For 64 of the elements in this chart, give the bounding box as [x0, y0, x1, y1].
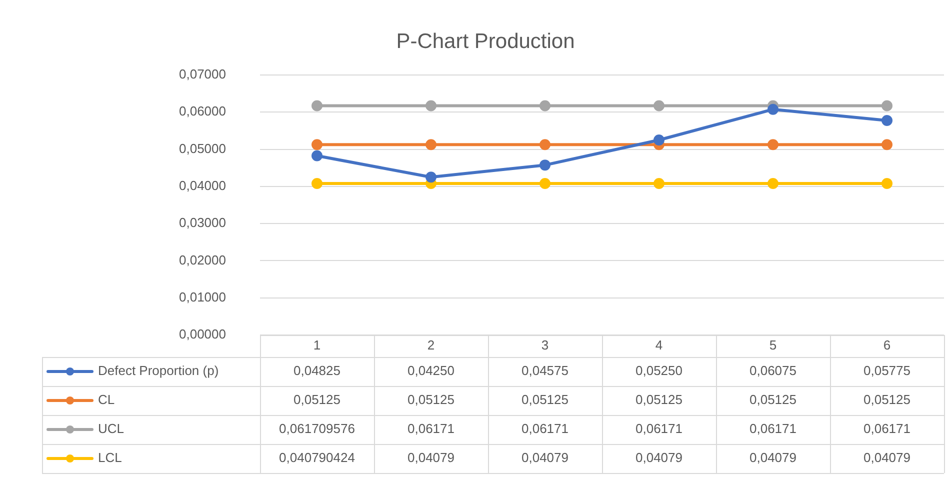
x-tick-label: 1 — [313, 338, 321, 353]
point — [768, 139, 778, 150]
data-label: 0,04575 — [522, 363, 568, 378]
data-label: 0,06075 — [750, 363, 796, 378]
point — [882, 115, 892, 126]
point — [312, 178, 322, 189]
point — [540, 100, 550, 112]
data-label: 0,05125 — [408, 392, 454, 408]
data-label: 0,05125 — [750, 392, 796, 408]
y-tick-label: 0,06000 — [179, 104, 226, 119]
y-tick-label: 0,00000 — [179, 326, 226, 342]
x-tick-label: 5 — [769, 338, 777, 353]
point — [312, 150, 322, 162]
data-label: 0,04079 — [522, 450, 568, 466]
point — [882, 178, 892, 189]
x-tick-label: 6 — [883, 338, 891, 353]
legend-label: LCL — [98, 450, 122, 466]
y-tick-label: 0,05000 — [179, 140, 226, 156]
data-label: 0,04250 — [408, 363, 454, 378]
data-label: 0,05125 — [294, 392, 340, 408]
point — [426, 172, 436, 183]
x-tick-label: 2 — [427, 338, 435, 353]
legend-label: UCL — [98, 421, 124, 436]
data-label: 0,06171 — [522, 421, 568, 436]
legend-label: CL — [98, 392, 115, 408]
point — [426, 139, 436, 150]
point — [768, 104, 778, 115]
legend-label: Defect Proportion (p) — [98, 363, 219, 378]
data-label: 0,061709576 — [279, 421, 355, 436]
data-label: 0,05125 — [636, 392, 682, 408]
data-label: 0,05250 — [636, 363, 682, 378]
y-tick-label: 0,07000 — [179, 66, 226, 82]
point — [312, 139, 322, 150]
data-label: 0,04825 — [294, 363, 340, 378]
data-label: 0,06171 — [636, 421, 682, 436]
point — [654, 178, 664, 189]
data-label: 0,04079 — [408, 450, 454, 466]
y-tick-label: 0,04000 — [179, 178, 226, 194]
data-label: 0,05125 — [864, 392, 910, 408]
point — [882, 100, 892, 112]
data-label: 0,05775 — [864, 363, 910, 378]
y-tick-label: 0,02000 — [179, 252, 226, 268]
data-label: 0,04079 — [636, 450, 682, 466]
data-label: 0,04079 — [750, 450, 796, 466]
point — [768, 178, 778, 189]
point — [426, 100, 436, 112]
data-label: 0,06171 — [408, 421, 454, 436]
point — [312, 100, 322, 112]
data-label: 0,05125 — [522, 392, 568, 408]
point — [882, 139, 892, 150]
x-tick-label: 3 — [541, 338, 549, 353]
point — [654, 100, 664, 112]
y-tick-label: 0,01000 — [179, 289, 226, 304]
data-label: 0,06171 — [864, 421, 910, 436]
point — [540, 139, 550, 150]
point — [654, 134, 664, 146]
x-tick-label: 4 — [655, 338, 663, 353]
point — [540, 178, 550, 189]
chart-title: P-Chart Production — [396, 30, 575, 53]
data-label: 0,04079 — [864, 450, 910, 466]
data-label: 0,06171 — [750, 421, 796, 436]
data-label: 0,040790424 — [279, 450, 355, 466]
point — [540, 160, 550, 171]
y-tick-label: 0,03000 — [179, 215, 226, 230]
